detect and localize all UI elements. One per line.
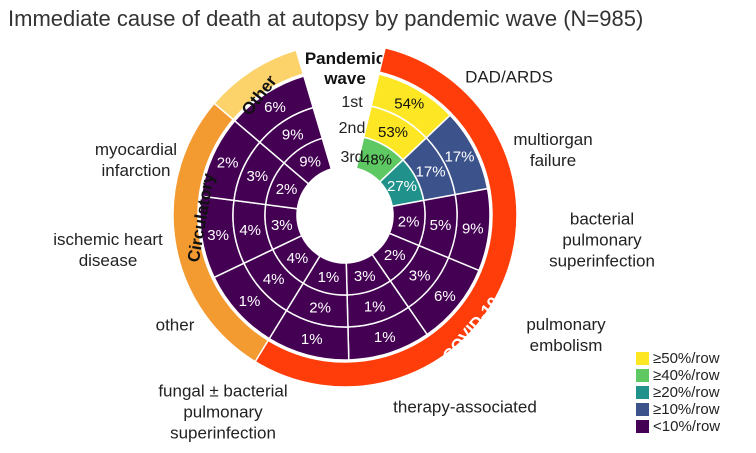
legend-label: ≥40%/row: [653, 367, 720, 384]
cell-label: 9%: [462, 220, 484, 237]
ring-label: 3rd: [340, 149, 363, 166]
legend-label: ≥20%/row: [653, 384, 720, 401]
cell-label: 3%: [354, 268, 376, 285]
category-label: therapy-associated: [393, 397, 537, 417]
ring-axis-title: Pandemic wave: [305, 49, 385, 88]
cell-label: 1%: [239, 293, 261, 310]
cell-label: 2%: [309, 300, 331, 317]
cell-label: 2%: [217, 155, 239, 172]
cell-label: 6%: [434, 288, 456, 305]
category-label: bacterial pulmonary superinfection: [549, 209, 655, 271]
legend-swatch: [636, 386, 649, 399]
category-label: other: [155, 315, 195, 335]
cell-label: 4%: [239, 222, 261, 239]
heat-cell: [283, 137, 333, 185]
cell-label: 53%: [378, 124, 408, 141]
category-label: multiorgan failure: [513, 130, 593, 170]
cell-label: 9%: [282, 126, 304, 143]
category-label: myocardial infarction: [94, 140, 178, 180]
ring-label: 1st: [341, 94, 363, 111]
cell-label: 54%: [394, 96, 424, 113]
legend-swatch: [636, 403, 649, 416]
legend-swatch: [636, 420, 649, 433]
cell-label: 17%: [444, 149, 474, 166]
cell-label: 2%: [398, 214, 420, 231]
legend-item: ≥50%/row: [636, 350, 720, 367]
cell-label: 1%: [301, 331, 323, 348]
cell-label: 2%: [276, 181, 298, 198]
category-label: DAD/ARDS: [465, 67, 553, 87]
ring-label: 2nd: [339, 120, 366, 137]
cell-label: 9%: [299, 153, 321, 170]
legend-item: ≥10%/row: [636, 401, 720, 418]
legend-label: ≥10%/row: [653, 401, 720, 418]
cell-label: 5%: [430, 217, 452, 234]
cell-label: 3%: [271, 217, 293, 234]
cell-label: 2%: [384, 247, 406, 264]
cell-label: 6%: [264, 99, 286, 116]
cell-label: 3%: [246, 168, 268, 185]
category-label: pulmonary embolism: [526, 315, 606, 355]
legend-swatch: [636, 352, 649, 365]
legend-swatch: [636, 369, 649, 382]
cell-label: 1%: [318, 269, 340, 286]
legend-item: <10%/row: [636, 418, 720, 435]
legend-item: ≥20%/row: [636, 384, 720, 401]
legend-label: <10%/row: [653, 418, 721, 435]
cell-label: 1%: [374, 329, 396, 346]
cell-label: 3%: [207, 227, 229, 244]
cell-label: 4%: [263, 271, 285, 288]
cell-label: 4%: [287, 250, 309, 267]
chart-title: Immediate cause of death at autopsy by p…: [8, 6, 643, 31]
cell-label: 3%: [409, 267, 431, 284]
category-label: ischemic heart disease: [53, 230, 163, 270]
legend-label: ≥50%/row: [653, 350, 720, 367]
group-arc: [213, 49, 305, 121]
cell-label: 1%: [364, 298, 386, 315]
cell-label: 17%: [416, 163, 446, 180]
legend-item: ≥40%/row: [636, 367, 720, 384]
cell-label: 27%: [387, 178, 417, 195]
category-label: fungal ± bacterial pulmonary superinfect…: [158, 381, 288, 443]
cell-label: 48%: [362, 152, 392, 169]
